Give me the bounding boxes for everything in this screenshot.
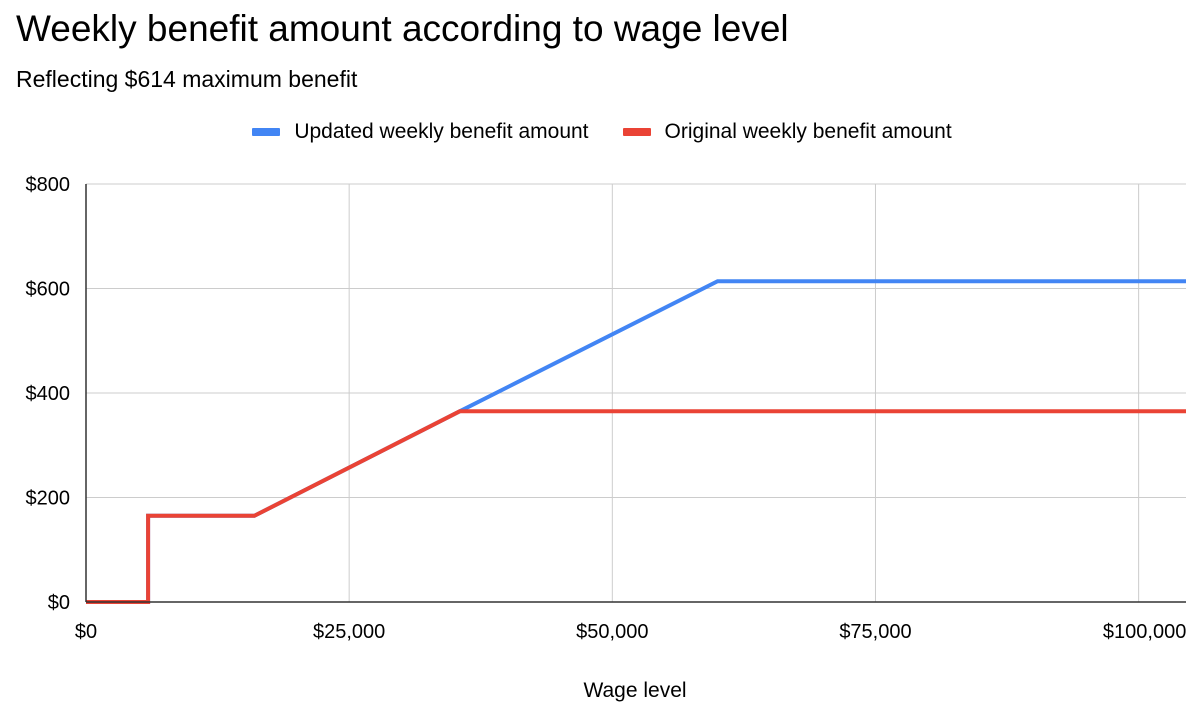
y-tick-label: $200 (26, 488, 71, 510)
x-tick-label: $100,000 (1103, 621, 1186, 643)
legend-label-updated: Updated weekly benefit amount (294, 120, 589, 143)
y-tick-label: $400 (26, 383, 71, 405)
gridlines (86, 183, 1186, 602)
x-axis-title: Wage level (583, 679, 686, 702)
axes (85, 184, 1186, 603)
legend-item-updated[interactable]: Updated weekly benefit amount (252, 117, 589, 147)
tick-labels: $0 $200 $400 $600 $800 $0 $25,000 $50,000 $75,00… (26, 174, 1187, 643)
y-tick-label: $800 (26, 174, 71, 196)
chart-title: Weekly benefit amount according to wage … (16, 8, 789, 49)
y-tick-label: $0 (48, 592, 70, 614)
x-tick-label: $25,000 (313, 621, 385, 643)
x-tick-label: $0 (75, 621, 97, 643)
legend-swatch-updated (252, 128, 281, 136)
x-tick-label: $50,000 (576, 621, 648, 643)
series-lines (86, 279, 1186, 604)
legend-label-original: Original weekly benefit amount (664, 120, 952, 143)
series-line-updated[interactable] (86, 279, 1186, 604)
x-tick-label: $75,000 (839, 621, 911, 643)
legend-item-original[interactable]: Original weekly benefit amount (622, 117, 952, 147)
chart-subtitle: Reflecting $614 maximum benefit (16, 66, 358, 92)
legend: Updated weekly benefit amount Original w… (0, 117, 1204, 147)
series-line-original[interactable] (86, 409, 1186, 604)
legend-swatch-original (622, 128, 651, 136)
y-tick-label: $600 (26, 279, 71, 301)
